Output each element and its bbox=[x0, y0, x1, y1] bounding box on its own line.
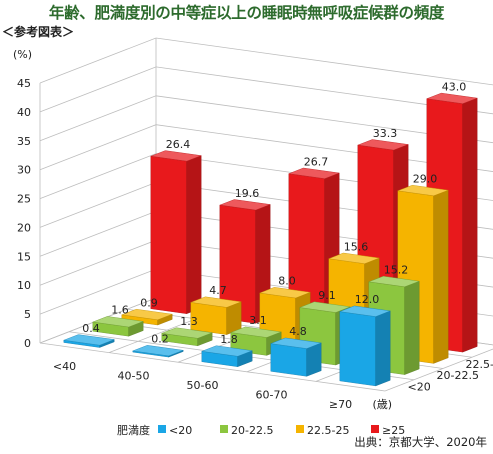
gridline bbox=[39, 66, 493, 115]
data-label: 0.4 bbox=[82, 322, 100, 335]
data-label: 0.2 bbox=[151, 333, 169, 346]
y-tick-label: 10 bbox=[17, 279, 31, 292]
x-axis: <40 40-50 50-60 60-70 ≥70 (歳) bbox=[53, 360, 392, 411]
bar bbox=[150, 150, 202, 314]
y-tick-label: 45 bbox=[17, 77, 31, 90]
data-label: 3.1 bbox=[249, 314, 267, 327]
data-label: 9.1 bbox=[318, 289, 336, 302]
legend-item: ≥25 bbox=[371, 424, 405, 437]
bar bbox=[92, 316, 144, 337]
data-label: 26.4 bbox=[166, 138, 191, 151]
legend-swatch bbox=[220, 425, 228, 433]
legend-swatch bbox=[296, 425, 304, 433]
bars bbox=[63, 92, 478, 387]
y-tick-label: 25 bbox=[17, 193, 31, 206]
depth-tick-label: <20 bbox=[408, 380, 431, 393]
data-label: 8.0 bbox=[278, 275, 296, 288]
y-tick-label: 5 bbox=[24, 308, 31, 321]
y-tick-label: 30 bbox=[17, 164, 31, 177]
y-tick-label: 0 bbox=[24, 337, 31, 350]
depth-tick-label: 20-22.5 bbox=[437, 369, 479, 382]
y-tick-label: 20 bbox=[17, 221, 31, 234]
data-label: 1.8 bbox=[220, 333, 238, 346]
data-label: 4.8 bbox=[289, 325, 307, 338]
y-tick-label: 35 bbox=[17, 135, 31, 148]
bar bbox=[339, 305, 391, 387]
legend-title: 肥満度 bbox=[117, 423, 150, 437]
x-tick-label: 60-70 bbox=[256, 389, 288, 402]
bar bbox=[161, 327, 213, 347]
depth-tick-label: 22.5-25 bbox=[466, 358, 493, 371]
bar bbox=[397, 184, 449, 364]
y-tick-label: 15 bbox=[17, 250, 31, 263]
legend-item: 22.5-25 bbox=[296, 424, 349, 437]
legend-label: 20-22.5 bbox=[231, 424, 273, 437]
data-label: 26.7 bbox=[304, 155, 329, 168]
bar bbox=[270, 337, 322, 377]
x-tick-label: 40-50 bbox=[118, 369, 150, 382]
x-tick-label: 50-60 bbox=[187, 379, 219, 392]
bar bbox=[63, 334, 115, 348]
data-label: 12.0 bbox=[355, 293, 380, 306]
legend-label: 22.5-25 bbox=[307, 424, 349, 437]
bar bbox=[201, 345, 253, 367]
gridline bbox=[39, 95, 493, 144]
x-tick-label: <40 bbox=[53, 360, 76, 373]
legend: 肥満度 <20 20-22.5 22.5-25 ≥25 bbox=[117, 423, 405, 437]
source-note: 出典：京都大学、2020年 bbox=[354, 435, 487, 449]
bar bbox=[121, 308, 173, 326]
data-label: 0.9 bbox=[140, 296, 158, 309]
bar bbox=[132, 345, 184, 358]
data-label: 1.3 bbox=[180, 315, 198, 328]
data-label: 15.2 bbox=[384, 264, 409, 277]
chart-title: 年齢、肥満度別の中等症以上の睡眠時無呼吸症候群の頻度 bbox=[48, 4, 445, 22]
legend-label: <20 bbox=[169, 424, 192, 437]
data-label: 15.6 bbox=[344, 240, 369, 253]
legend-swatch bbox=[158, 425, 166, 433]
reference-label: ＜参考図表＞ bbox=[2, 25, 75, 39]
gridline bbox=[39, 37, 493, 86]
legend-item: <20 bbox=[158, 424, 192, 437]
data-label: 33.3 bbox=[373, 127, 398, 140]
legend-label: ≥25 bbox=[382, 424, 405, 437]
gridline bbox=[39, 124, 493, 172]
data-label: 19.6 bbox=[235, 187, 260, 200]
data-label: 1.6 bbox=[111, 304, 129, 317]
legend-item: 20-22.5 bbox=[220, 424, 273, 437]
y-axis: 0 5 10 15 20 25 30 35 40 45 (%) bbox=[13, 48, 32, 350]
floor-gridline bbox=[39, 342, 386, 392]
x-tick-label: ≥70 bbox=[329, 398, 352, 411]
data-label: 4.7 bbox=[209, 284, 227, 297]
data-label: 29.0 bbox=[413, 173, 438, 186]
depth-axis: <2020-22.522.5-25≥25(kg/m²) bbox=[408, 358, 493, 394]
value-labels: 26.4 19.6 26.7 33.3 43.0 0.9 4.7 8.0 15.6 29.0 1.6… bbox=[82, 80, 466, 346]
y-tick-label: 40 bbox=[17, 106, 31, 119]
legend-swatch bbox=[371, 425, 379, 433]
bar bbox=[190, 296, 242, 335]
data-label: 43.0 bbox=[442, 80, 467, 93]
x-axis-label: (歳) bbox=[373, 398, 393, 411]
y-axis-label: (%) bbox=[13, 48, 32, 61]
